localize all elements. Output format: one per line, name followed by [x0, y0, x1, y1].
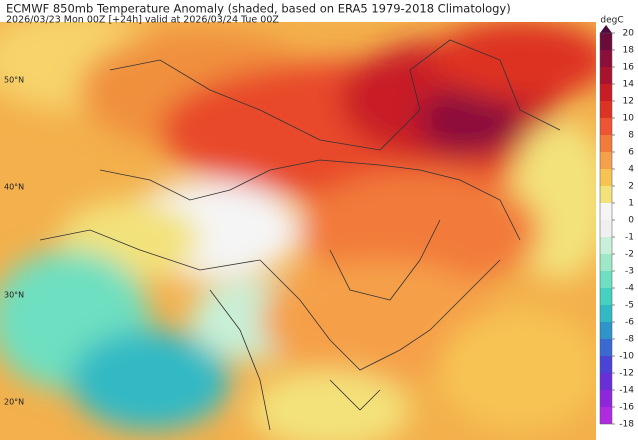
lat-label: 30°N: [4, 291, 24, 300]
colorbar-label: 12: [623, 97, 634, 107]
colorbar-segment: [600, 237, 612, 254]
colorbar-segment: [600, 152, 612, 169]
colorbar-label: -1: [625, 233, 634, 243]
anomaly-map: [0, 22, 596, 440]
colorbar-segment: [600, 356, 612, 373]
colorbar-label: 20: [623, 29, 635, 39]
colorbar-unit: degC: [600, 16, 623, 26]
colorbar-segment: [600, 118, 612, 135]
lat-label: 50°N: [4, 76, 24, 85]
colorbar-label: -3: [625, 267, 634, 277]
colorbar-label: 14: [623, 80, 635, 90]
colorbar-segment: [600, 135, 612, 152]
colorbar-frame: [599, 32, 613, 425]
colorbar-label: 1: [628, 199, 634, 209]
map-subtitle: 2026/03/23 Mon 00Z [+24h] valid at 2026/…: [6, 15, 279, 26]
colorbar-label: 2: [628, 182, 634, 192]
colorbar-label: 6: [628, 148, 634, 158]
colorbar-label: -16: [619, 403, 634, 413]
colorbar-label: 4: [628, 165, 634, 175]
colorbar-label: 10: [623, 114, 635, 124]
lat-label: 20°N: [4, 398, 24, 407]
colorbar-segment: [600, 271, 612, 288]
colorbar-segment: [600, 50, 612, 67]
colorbar-label: -12: [619, 369, 634, 379]
colorbar-segment: [600, 84, 612, 101]
colorbar-label: 0: [628, 216, 634, 226]
colorbar-segment: [600, 390, 612, 407]
colorbar-segment: [600, 407, 612, 424]
colorbar-segment: [600, 339, 612, 356]
colorbar-segment: [600, 186, 612, 203]
colorbar-segment: [600, 322, 612, 339]
colorbar-label: 16: [623, 63, 635, 73]
colorbar-label: -6: [625, 318, 634, 328]
colorbar-label: -5: [625, 301, 634, 311]
colorbar-label: -14: [619, 386, 634, 396]
colorbar-segment: [600, 169, 612, 186]
colorbar-label: -4: [625, 284, 634, 294]
colorbar-segment: [600, 288, 612, 305]
colorbar-segment: [600, 305, 612, 322]
colorbar-segment: [600, 254, 612, 271]
colorbar-segment: [600, 33, 612, 50]
colorbar-label: -18: [619, 420, 634, 430]
colorbar-label: -8: [625, 335, 634, 345]
colorbar-label: 18: [623, 46, 635, 56]
colorbar-segment: [600, 220, 612, 237]
colorbar-segment: [600, 101, 612, 118]
colorbar-label: -2: [625, 250, 634, 260]
borders: [39, 39, 561, 431]
lat-label: 40°N: [4, 183, 24, 192]
colorbar-label: 8: [628, 131, 634, 141]
colorbar-cap: [600, 25, 612, 33]
colorbar-segment: [600, 373, 612, 390]
colorbar-label: -10: [619, 352, 634, 362]
colorbar-segment: [600, 203, 612, 220]
colorbar-segment: [600, 67, 612, 84]
map-title: ECMWF 850mb Temperature Anomaly (shaded,…: [6, 2, 511, 16]
